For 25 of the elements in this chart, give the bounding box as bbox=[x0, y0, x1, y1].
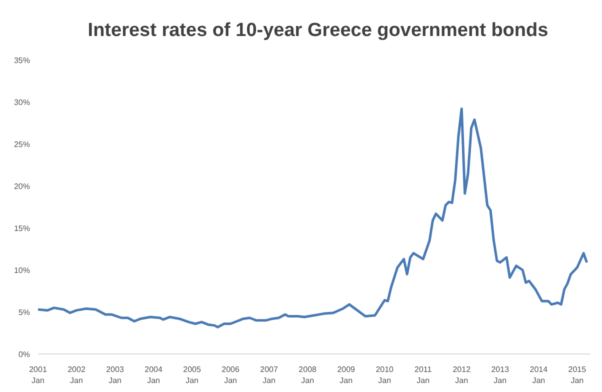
y-tick-label: 10% bbox=[14, 266, 30, 275]
y-tick-label: 0% bbox=[18, 350, 30, 359]
y-tick-label: 15% bbox=[14, 224, 30, 233]
line-series bbox=[38, 107, 588, 328]
x-tick-label: 2006 Jan bbox=[222, 365, 240, 385]
x-tick-label: 2002 Jan bbox=[68, 365, 86, 385]
x-tick-label: 2003 Jan bbox=[106, 365, 124, 385]
y-tick-label: 30% bbox=[14, 98, 30, 107]
x-tick-label: 2004 Jan bbox=[144, 365, 163, 385]
x-tick-label: 2014 Jan bbox=[530, 365, 548, 385]
y-tick-label: 35% bbox=[14, 56, 30, 65]
y-tick-label: 20% bbox=[14, 182, 30, 191]
y-tick-label: 25% bbox=[14, 140, 30, 149]
x-tick-label: 2015 Jan bbox=[568, 365, 587, 385]
y-tick-label: 5% bbox=[18, 308, 30, 317]
x-tick-label: 2008 Jan bbox=[298, 365, 318, 385]
x-tick-label: 2007 Jan bbox=[260, 365, 279, 385]
x-tick-label: 2009 Jan bbox=[337, 365, 356, 385]
x-tick-label: 2010 Jan bbox=[376, 365, 394, 385]
x-tick-label: 2001 Jan bbox=[29, 365, 48, 385]
x-tick-label: 2013 Jan bbox=[491, 365, 510, 385]
x-tick-label: 2011 Jan bbox=[414, 365, 432, 385]
x-tick-label: 2005 Jan bbox=[183, 365, 202, 385]
x-tick-label: 2012 Jan bbox=[452, 365, 472, 385]
chart-title: Interest rates of 10-year Greece government bonds bbox=[86, 19, 550, 43]
